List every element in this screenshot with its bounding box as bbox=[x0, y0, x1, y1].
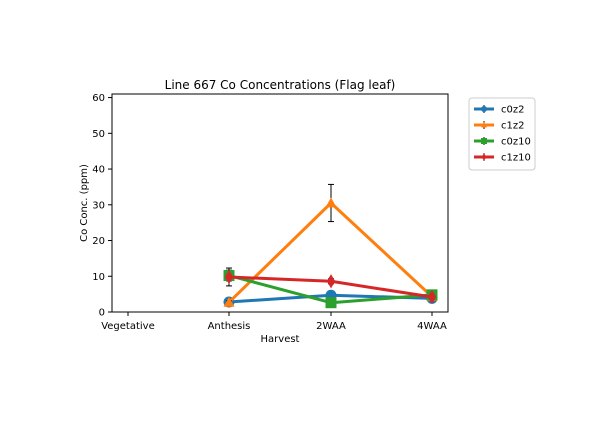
legend-marker bbox=[481, 138, 487, 144]
y-axis: 0 10 20 30 40 50 60 bbox=[92, 93, 112, 319]
legend-label: c1z2 bbox=[501, 121, 524, 132]
x-tick-label: 4WAA bbox=[417, 321, 447, 332]
x-tick-label: 2WAA bbox=[316, 321, 346, 332]
legend-item-c0z2: c0z2 bbox=[474, 105, 524, 116]
data-point-c0z10 bbox=[325, 297, 337, 309]
y-tick-label: 50 bbox=[92, 129, 105, 140]
legend-item-c1z10: c1z10 bbox=[474, 153, 531, 164]
data-point-c1z10 bbox=[224, 269, 234, 285]
legend-label: c0z2 bbox=[501, 105, 524, 116]
series-c1z10 bbox=[224, 267, 437, 305]
x-axis-label: Harvest bbox=[261, 334, 300, 345]
y-tick-label: 30 bbox=[92, 200, 105, 211]
series-c1z2 bbox=[223, 183, 438, 307]
data-point-c1z2 bbox=[223, 296, 235, 307]
y-axis-label: Co Conc. (ppm) bbox=[79, 164, 90, 242]
x-axis: Vegetative Anthesis 2WAA 4WAA bbox=[101, 312, 447, 332]
legend-marker bbox=[481, 122, 487, 128]
data-point-c1z2 bbox=[325, 197, 337, 208]
series-layer bbox=[223, 183, 438, 309]
y-tick-label: 20 bbox=[92, 236, 105, 247]
y-tick-label: 10 bbox=[92, 272, 105, 283]
chart-title: Line 667 Co Concentrations (Flag leaf) bbox=[165, 78, 396, 92]
legend-box bbox=[468, 97, 536, 171]
data-point-c1z10 bbox=[427, 289, 437, 305]
legend-item-c0z10: c0z10 bbox=[474, 137, 531, 148]
y-tick-label: 0 bbox=[99, 308, 105, 319]
legend-item-c1z2: c1z2 bbox=[474, 121, 524, 132]
data-point-c1z10 bbox=[326, 274, 336, 289]
legend-marker bbox=[481, 106, 487, 112]
legend: c0z2 c1z2 c0z10 c1z10 bbox=[468, 97, 536, 171]
y-tick-label: 60 bbox=[92, 93, 105, 104]
legend-label: c0z10 bbox=[501, 137, 531, 148]
plot-frame bbox=[111, 93, 449, 313]
x-tick-label: Vegetative bbox=[101, 321, 155, 332]
x-tick-label: Anthesis bbox=[208, 321, 251, 332]
y-tick-label: 40 bbox=[92, 165, 105, 176]
legend-marker bbox=[481, 153, 487, 161]
legend-label: c1z10 bbox=[501, 153, 531, 164]
